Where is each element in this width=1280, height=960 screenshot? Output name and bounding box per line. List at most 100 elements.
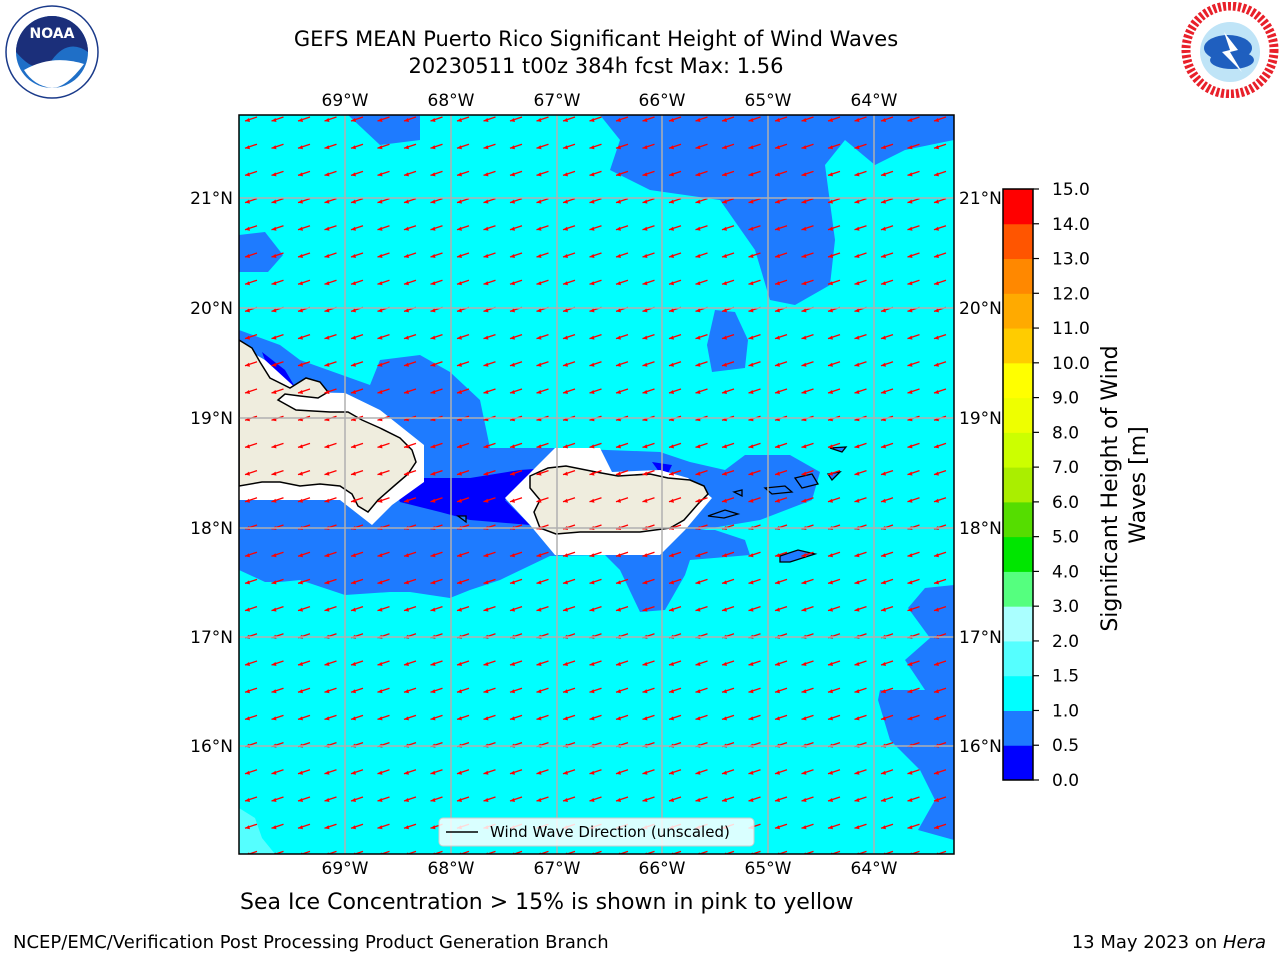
wind-arrow-head — [854, 825, 860, 830]
wind-arrow-head — [377, 308, 383, 313]
wind-arrow-head — [430, 281, 436, 286]
wind-arrow-head — [536, 254, 542, 258]
colorbar-tick-label: 8.0 — [1052, 423, 1079, 443]
wind-arrow-head — [934, 308, 939, 313]
wind-arrow-head — [881, 825, 886, 830]
wind-arrow-head — [828, 716, 833, 721]
wind-arrow-head — [695, 362, 701, 367]
wind-arrow-head — [642, 199, 648, 204]
wind-arrow-head — [377, 825, 383, 830]
wind-arrow-head — [483, 172, 489, 177]
wind-arrow-head — [616, 580, 621, 585]
wind-arrow-head — [324, 553, 330, 558]
wind-arrow-head — [642, 607, 648, 612]
wind-arrow-head — [748, 118, 754, 122]
wind-arrow-head — [298, 390, 303, 394]
wind-arrow-head — [722, 798, 727, 802]
wind-arrow-head — [642, 553, 648, 558]
lat-label-left: 18°N — [190, 519, 233, 539]
lon-label-bottom: 67°W — [534, 859, 581, 879]
wind-arrow-head — [642, 471, 648, 476]
wind-arrow-head — [934, 145, 939, 150]
wind-arrow-head — [669, 335, 674, 340]
wind-arrow-head — [934, 199, 939, 204]
wind-arrow-head — [589, 281, 595, 286]
wind-arrow-head — [589, 390, 595, 394]
wind-arrow-head — [934, 471, 939, 476]
wind-arrow-head — [483, 226, 489, 231]
wind-arrow-head — [801, 172, 807, 177]
wind-arrow-head — [801, 199, 807, 204]
wind-arrow-head — [748, 254, 754, 258]
wind-arrow-head — [801, 553, 807, 558]
wind-arrow-head — [404, 553, 409, 558]
colorbar-tick-label: 0.0 — [1052, 771, 1079, 791]
wind-arrow-head — [881, 498, 886, 503]
wind-arrow-head — [695, 281, 701, 286]
lat-label-right: 16°N — [959, 737, 1002, 757]
wind-arrow-head — [245, 580, 250, 585]
wind-arrow-head — [775, 444, 780, 449]
wind-arrow-head — [298, 716, 303, 721]
wind-arrow-head — [271, 281, 277, 286]
wind-arrow-head — [271, 118, 277, 122]
wind-arrow-head — [616, 798, 621, 802]
wind-arrow-head — [695, 716, 701, 721]
wind-arrow-head — [377, 498, 383, 503]
colorbar-segment — [1003, 606, 1033, 642]
wind-arrow-head — [722, 118, 727, 122]
wind-arrow-head — [510, 798, 515, 802]
wind-arrow-head — [722, 553, 727, 558]
wind-arrow-head — [536, 444, 542, 449]
wind-arrow-head — [377, 607, 383, 612]
wind-arrow-head — [457, 335, 462, 340]
map-frame — [238, 114, 955, 855]
wind-arrow-head — [642, 226, 648, 231]
wind-arrow-head — [775, 254, 780, 258]
wind-arrow-head — [483, 689, 489, 694]
wind-arrow-head — [801, 498, 807, 503]
wind-arrow-head — [563, 199, 568, 204]
lon-label-bottom: 64°W — [851, 859, 898, 879]
wind-arrow-head — [430, 498, 436, 503]
wind-arrow-head — [934, 254, 939, 258]
wind-arrow-head — [536, 199, 542, 204]
wind-arrow-head — [642, 281, 648, 286]
wind-arrow-head — [404, 390, 409, 394]
wind-arrow-head — [722, 281, 727, 286]
wind-arrow-head — [934, 226, 939, 231]
wind-arrow-head — [828, 226, 833, 231]
wind-arrow-head — [351, 335, 356, 340]
wind-arrow-head — [775, 172, 780, 177]
wind-arrow-head — [828, 770, 833, 775]
map-legend: Wind Wave Direction (unscaled) — [438, 817, 755, 847]
wind-arrow-head — [907, 335, 913, 340]
wind-arrow-head — [722, 580, 727, 585]
wind-arrow-head — [854, 798, 860, 802]
wind-arrow-head — [324, 118, 330, 122]
wind-arrow-head — [828, 390, 833, 394]
colorbar-tick-label: 10.0 — [1052, 354, 1090, 374]
wind-arrow-head — [669, 553, 674, 558]
wind-arrow-head — [245, 662, 250, 666]
wind-arrow-head — [669, 308, 674, 313]
wind-arrow-head — [616, 145, 621, 150]
wind-arrow-head — [563, 390, 568, 394]
wind-arrow-head — [457, 254, 462, 258]
wind-arrow-head — [642, 498, 648, 503]
wind-arrow-head — [377, 471, 383, 476]
wind-arrow-head — [271, 471, 277, 476]
wind-arrow-head — [536, 662, 542, 666]
wind-arrow-head — [881, 335, 886, 340]
wind-arrow-head — [404, 145, 409, 150]
wind-arrow-head — [271, 254, 277, 258]
colorbar-label: Significant Height of Wind Waves [m] — [1098, 338, 1151, 631]
wind-arrow-head — [483, 798, 489, 802]
colorbar-segment — [1003, 432, 1033, 468]
lon-labels-top: 69°W 68°W 67°W 66°W 65°W 64°W — [322, 91, 898, 111]
wind-arrow-head — [510, 607, 515, 612]
wind-arrow-head — [775, 689, 780, 694]
lon-label-bottom: 68°W — [428, 859, 475, 879]
wind-arrow-head — [430, 662, 436, 666]
wind-arrow-head — [854, 444, 860, 449]
